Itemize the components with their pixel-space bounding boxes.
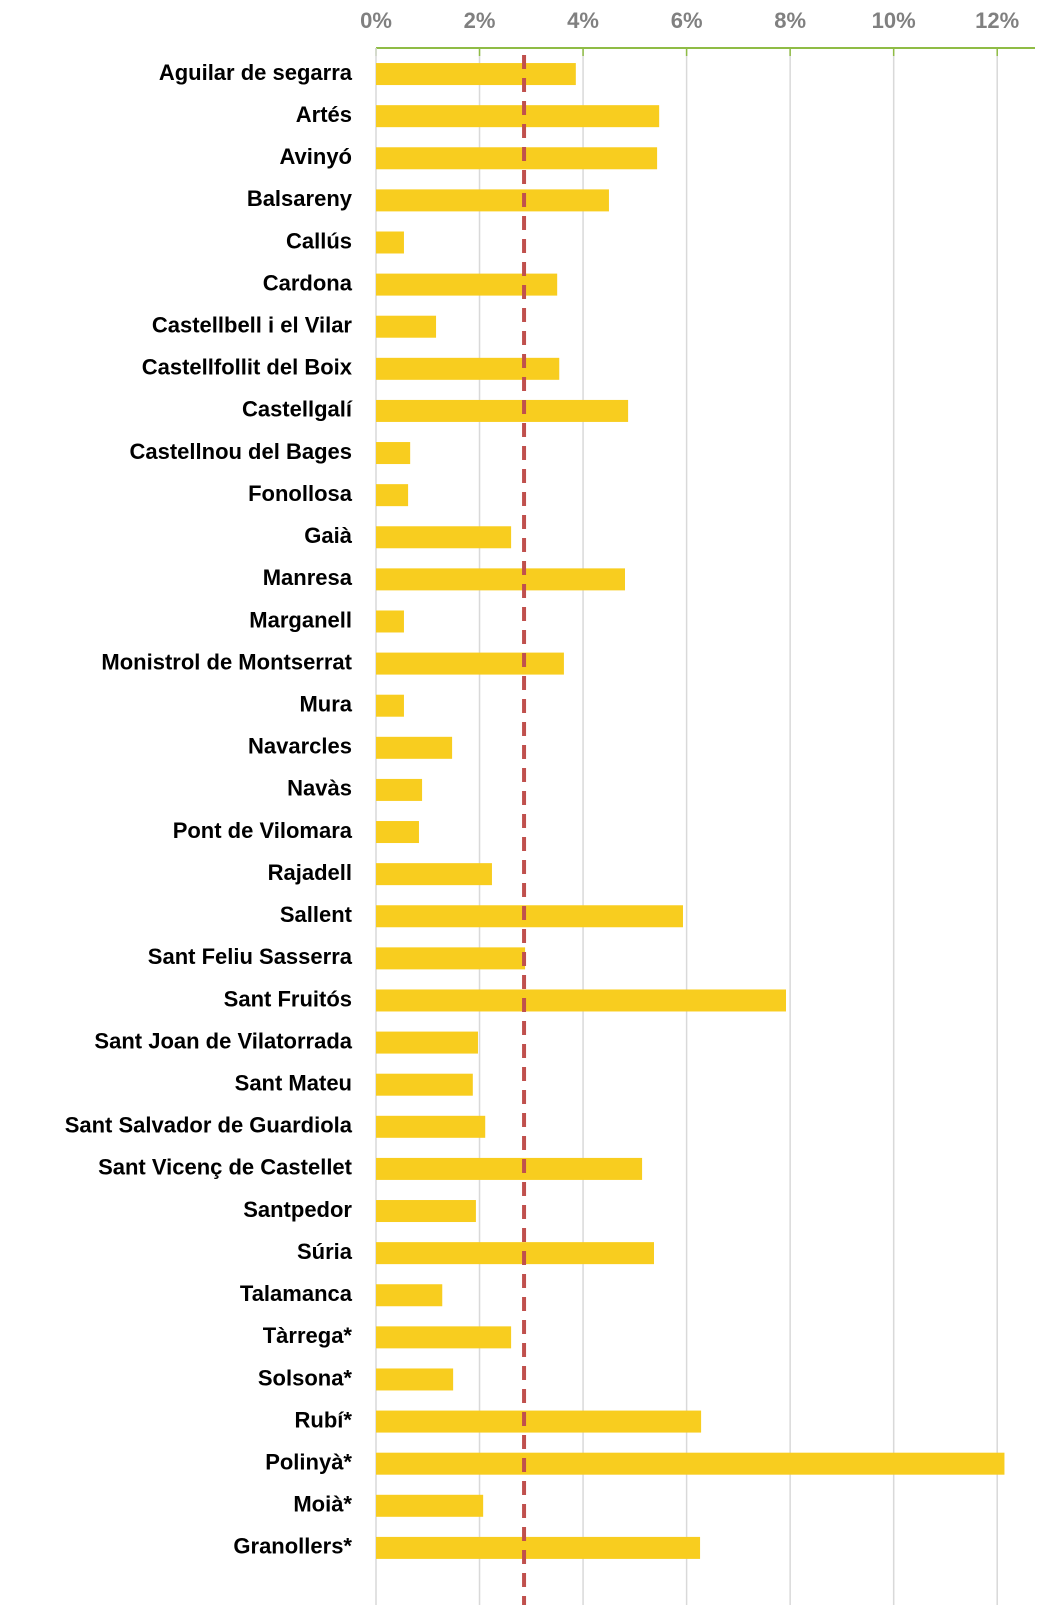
category-label: Callús	[286, 228, 352, 253]
bar	[376, 1242, 654, 1265]
bar	[376, 399, 629, 422]
category-label: Santpedor	[243, 1197, 352, 1222]
x-tick-label: 10%	[872, 8, 916, 33]
bar	[376, 147, 658, 170]
category-label: Sant Fruitós	[224, 986, 352, 1011]
category-label: Sant Vicenç de Castellet	[98, 1155, 353, 1180]
category-label: Polinyà*	[265, 1449, 352, 1474]
category-label: Tàrrega*	[263, 1323, 353, 1348]
bar	[376, 778, 423, 801]
bar	[376, 947, 526, 970]
bar	[376, 1368, 454, 1391]
bar	[376, 357, 560, 380]
bar	[376, 105, 660, 128]
category-label: Castellgalí	[242, 397, 353, 422]
bar	[376, 273, 558, 296]
bar	[376, 1536, 701, 1559]
category-label: Sant Mateu	[235, 1071, 352, 1096]
category-label: Granollers*	[233, 1534, 352, 1559]
x-tick-label: 8%	[774, 8, 806, 33]
x-tick-label: 4%	[567, 8, 599, 33]
bar	[376, 905, 683, 928]
category-label: Artés	[296, 102, 352, 127]
bar	[376, 1157, 643, 1180]
bar	[376, 484, 409, 507]
bar	[376, 1410, 702, 1433]
category-label: Castellfollit del Boix	[142, 355, 353, 380]
bar	[376, 1284, 443, 1307]
category-label: Talamanca	[240, 1281, 353, 1306]
category-label: Sant Joan de Vilatorrada	[94, 1028, 352, 1053]
bar	[376, 610, 404, 633]
category-label: Navàs	[287, 776, 352, 801]
bar	[376, 1452, 1005, 1475]
bar	[376, 568, 626, 591]
category-label: Navarcles	[248, 734, 352, 759]
category-label: Rajadell	[268, 860, 352, 885]
category-label: Sallent	[280, 902, 353, 927]
category-label: Solsona*	[258, 1365, 353, 1390]
x-tick-label: 12%	[975, 8, 1019, 33]
category-label: Rubí*	[295, 1407, 353, 1432]
bar	[376, 863, 492, 886]
category-label: Monistrol de Montserrat	[101, 649, 352, 674]
x-tick-label: 6%	[671, 8, 703, 33]
category-label: Manresa	[263, 565, 353, 590]
category-label: Castellnou del Bages	[129, 439, 352, 464]
bar	[376, 821, 419, 844]
category-label: Sant Salvador de Guardiola	[65, 1113, 353, 1138]
bar	[376, 652, 564, 675]
bar	[376, 63, 576, 86]
x-tick-label: 2%	[464, 8, 496, 33]
bar	[376, 1031, 478, 1054]
category-label: Castellbell i el Vilar	[152, 313, 353, 338]
bar	[376, 315, 437, 338]
bar	[376, 526, 512, 549]
bar	[376, 989, 786, 1012]
bar	[376, 1073, 473, 1096]
category-label: Mura	[299, 692, 352, 717]
category-label: Súria	[297, 1239, 353, 1264]
category-label: Cardona	[263, 270, 353, 295]
category-label: Balsareny	[247, 186, 353, 211]
bar	[376, 694, 404, 717]
category-label: Pont de Vilomara	[173, 818, 353, 843]
bar	[376, 189, 609, 212]
category-label: Aguilar de segarra	[159, 60, 353, 85]
x-tick-label: 0%	[360, 8, 392, 33]
category-label: Fonollosa	[248, 481, 353, 506]
category-label: Avinyó	[279, 144, 352, 169]
bar	[376, 1326, 512, 1349]
bar	[376, 1115, 486, 1138]
category-label: Moià*	[293, 1492, 352, 1517]
category-label: Marganell	[249, 607, 352, 632]
bar	[376, 231, 404, 254]
category-label: Gaià	[304, 523, 352, 548]
bar	[376, 1200, 476, 1223]
bar	[376, 1494, 484, 1517]
bar	[376, 736, 453, 759]
bar	[376, 442, 411, 465]
category-label: Sant Feliu Sasserra	[148, 944, 353, 969]
